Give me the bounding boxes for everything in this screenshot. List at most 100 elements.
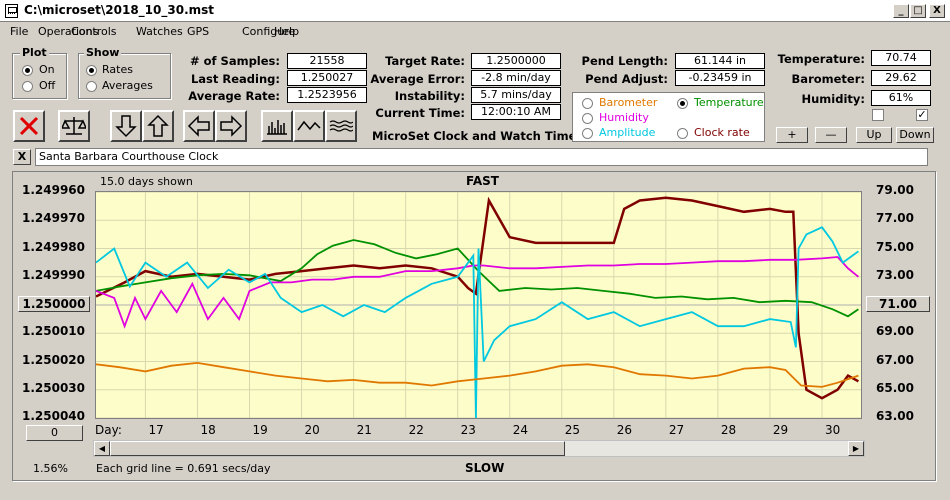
option-checkbox-1[interactable]: [872, 109, 884, 121]
window-title: C:\microset\2018_10_30.mst: [24, 3, 215, 17]
scroll-right-button[interactable]: ▶: [848, 441, 864, 456]
channel-humidity-label: Humidity: [599, 111, 649, 124]
menu-view[interactable]: Operations: [38, 25, 99, 38]
channel-clock-rate-radio[interactable]: [677, 128, 688, 139]
show-group-label: Show: [84, 46, 122, 59]
close-button[interactable]: X: [929, 4, 945, 18]
menu-operations[interactable]: Controls: [71, 25, 117, 38]
bars-icon: [267, 120, 287, 135]
menu-gps[interactable]: Configure: [242, 25, 296, 38]
channel-barometer-radio[interactable]: [582, 98, 593, 109]
day-tick-label: 29: [772, 423, 789, 437]
pend-length-label: Pend Length:: [581, 54, 668, 68]
left-tick-label: 1.250010: [21, 324, 85, 339]
humidity-field[interactable]: 61%: [871, 90, 931, 106]
menu-bar: File Operations Controls Watches GPS Con…: [0, 23, 950, 41]
day-tick-label: 25: [564, 423, 581, 437]
day-tick-label: 24: [512, 423, 528, 437]
scroll-thumb[interactable]: [110, 441, 565, 456]
left-arrow-button[interactable]: [183, 110, 215, 142]
menu-controls[interactable]: Watches: [136, 25, 183, 38]
instability-field[interactable]: 5.7 mins/day: [471, 87, 561, 103]
barometer-field[interactable]: 29.62: [871, 70, 931, 86]
right-tick-label: 77.00: [876, 211, 914, 226]
average-rate-field[interactable]: 1.2523956: [287, 87, 367, 103]
minus-button[interactable]: —: [815, 127, 847, 143]
minimize-button[interactable]: _: [893, 4, 909, 18]
average-rate-label: Average Rate:: [188, 89, 280, 103]
plot-off-label: Off: [39, 79, 56, 92]
left-tick-label: 1.249970: [21, 211, 85, 226]
plot-on-label: On: [39, 63, 55, 76]
left-center-button[interactable]: 1.250000: [18, 296, 90, 312]
day-axis-prefix: Day:: [95, 423, 122, 437]
up-arrow-button[interactable]: [142, 110, 174, 142]
up-button[interactable]: Up: [856, 127, 892, 143]
day-tick-label: 27: [668, 423, 685, 437]
channel-temperature-radio[interactable]: [677, 98, 688, 109]
last-reading-field[interactable]: 1.250027: [287, 70, 367, 86]
menu-configure[interactable]: Help: [274, 25, 300, 38]
plus-button[interactable]: +: [776, 127, 808, 143]
show-rates-label: Rates: [102, 63, 133, 76]
stop-icon: [19, 116, 39, 136]
barometer-label: Barometer:: [791, 72, 865, 86]
channel-amplitude-radio[interactable]: [582, 128, 593, 139]
down-arrow-button[interactable]: [110, 110, 142, 142]
channel-humidity-radio[interactable]: [582, 113, 593, 124]
current-time-field[interactable]: 12:00:10 AM: [471, 104, 561, 120]
right-tick-label: 67.00: [876, 352, 914, 367]
day-tick-label: 30: [824, 423, 841, 437]
right-tick-label: 79.00: [876, 183, 914, 197]
zigzag-icon: [329, 120, 353, 132]
plot-on-radio[interactable]: [22, 65, 33, 76]
pend-adjust-field[interactable]: -0.23459 in: [675, 70, 765, 86]
app-icon: [5, 4, 18, 18]
temperature-field[interactable]: 70.74: [871, 50, 931, 66]
average-error-field[interactable]: -2.8 min/day: [471, 70, 561, 86]
pend-length-field[interactable]: 61.144 in: [675, 53, 765, 69]
wave-icon: [297, 120, 321, 131]
left-tick-label: 1.249980: [21, 239, 85, 254]
show-rates-radio[interactable]: [86, 65, 97, 76]
left-tick-label: 1.249990: [21, 267, 85, 282]
target-rate-field[interactable]: 1.2500000: [471, 53, 561, 69]
down-button[interactable]: Down: [896, 127, 934, 143]
zigzag-button[interactable]: [325, 110, 357, 142]
left-tick-label: 1.249960: [21, 183, 85, 197]
day-tick-label: 22: [408, 423, 424, 437]
title-bar: C:\microset\2018_10_30.mst _ □ X: [0, 0, 950, 22]
menu-watches[interactable]: GPS: [187, 25, 210, 38]
left-tick-label: 1.250030: [21, 380, 85, 395]
restore-button[interactable]: □: [910, 4, 926, 18]
day-tick-label: 19: [252, 423, 268, 437]
series-clock-rate: [96, 196, 860, 400]
arrow-right-icon: [220, 115, 243, 137]
show-averages-radio[interactable]: [86, 81, 97, 92]
show-averages-label: Averages: [102, 79, 153, 92]
right-center-button[interactable]: 71.00: [866, 296, 930, 312]
clock-name-field[interactable]: Santa Barbara Courthouse Clock: [35, 148, 928, 166]
days-shown-label: 15.0 days shown: [100, 175, 193, 188]
plot-off-radio[interactable]: [22, 81, 33, 92]
wave-button[interactable]: [293, 110, 325, 142]
chart-panel: [12, 171, 936, 481]
option-checkbox-2[interactable]: ✓: [916, 108, 928, 121]
scroll-left-button[interactable]: ◀: [94, 441, 110, 456]
right-tick-label: 63.00: [876, 409, 914, 423]
stop-button[interactable]: [13, 110, 45, 142]
channel-temperature-label: Temperature: [694, 96, 764, 109]
balance-button[interactable]: [58, 110, 90, 142]
clear-clock-button[interactable]: X: [13, 149, 31, 165]
day-tick-label: 17: [148, 423, 164, 437]
line-chart: [96, 192, 861, 418]
horizontal-scrollbar[interactable]: ◀ ▶: [93, 440, 865, 457]
zero-button[interactable]: 0: [26, 425, 83, 441]
samples-field[interactable]: 21558: [287, 53, 367, 69]
bars-button[interactable]: [261, 110, 293, 142]
left-tick-label: 1.250020: [21, 352, 85, 367]
left-tick-label: 1.250040: [21, 409, 85, 423]
temperature-label: Temperature:: [777, 52, 865, 66]
right-arrow-button[interactable]: [215, 110, 247, 142]
menu-file[interactable]: File: [10, 25, 29, 38]
